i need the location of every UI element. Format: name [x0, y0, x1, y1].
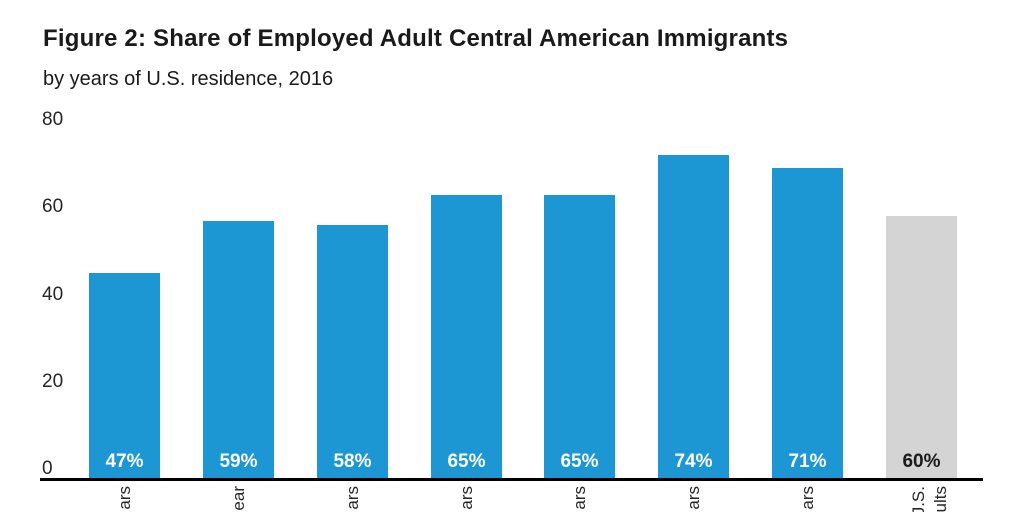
- y-tick-label: 60: [42, 196, 64, 218]
- y-tick-label: 20: [42, 370, 64, 392]
- bar-value-label: 71%: [788, 451, 827, 472]
- bar: 59%: [203, 221, 274, 478]
- x-tick-label-fragment: ars: [342, 486, 362, 510]
- bar-value-label: 58%: [333, 451, 372, 472]
- bar-value-label: 47%: [105, 451, 144, 472]
- x-tick-label-fragment: ars: [570, 486, 590, 510]
- x-tick-label-fragment: ars: [456, 486, 476, 510]
- bar: 60%: [886, 216, 957, 478]
- bar: 47%: [89, 273, 160, 478]
- bar: 71%: [772, 168, 843, 478]
- bar: 74%: [658, 155, 729, 478]
- x-tick-label-fragment: ars: [115, 486, 134, 510]
- bar-value-label: 65%: [560, 451, 599, 472]
- y-tick-label: 40: [42, 283, 64, 305]
- bar-value-label: 65%: [447, 451, 486, 472]
- bar: 65%: [544, 195, 615, 478]
- y-tick-label: 0: [42, 458, 53, 479]
- bar-value-label: 59%: [219, 451, 258, 472]
- bar: 58%: [317, 225, 388, 478]
- x-tick-label-fragment: ars: [684, 486, 704, 510]
- bar-value-label: 60%: [902, 451, 941, 472]
- x-tick-label-fragment: J.S.: [909, 486, 928, 512]
- x-tick-label-fragment: ults: [930, 486, 950, 512]
- figure-subtitle: by years of U.S. residence, 2016: [43, 68, 334, 90]
- y-tick-label: 80: [42, 109, 64, 131]
- x-axis-line: [40, 478, 983, 481]
- x-tick-label-fragment: ars: [798, 486, 818, 510]
- figure-title: Figure 2: Share of Employed Adult Centra…: [43, 25, 789, 52]
- bar: 65%: [431, 195, 502, 478]
- bar-value-label: 74%: [674, 451, 713, 472]
- x-tick-label-fragment: ear: [228, 486, 248, 511]
